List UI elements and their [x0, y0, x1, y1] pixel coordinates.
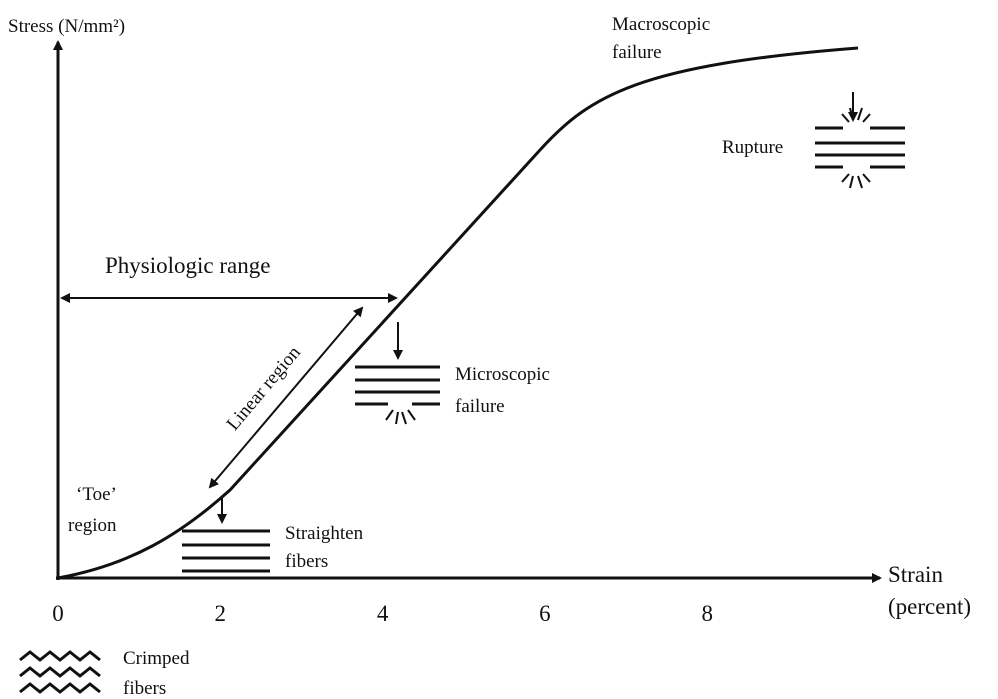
x-tick-label: 6: [539, 601, 551, 626]
x-tick-label: 0: [52, 601, 64, 626]
annotation: failure: [612, 42, 662, 63]
annotation: Macroscopic: [612, 14, 710, 35]
stress-strain-curve: [57, 46, 859, 580]
y-axis-label: Stress (N/mm²): [8, 16, 125, 37]
annotation: Rupture: [722, 137, 783, 158]
annotation: failure: [455, 396, 505, 417]
range-arrow: [208, 306, 364, 489]
x-axis-label: Strain: [888, 562, 943, 587]
annotation: Straighten: [285, 523, 364, 544]
x-tick-label: 4: [377, 601, 389, 626]
annotation: Physiologic range: [105, 253, 270, 278]
microscopic-icon: [355, 365, 440, 425]
annotation: fibers: [285, 551, 328, 572]
straight-fibers-icon: [182, 529, 270, 573]
annotation: fibers: [123, 678, 166, 699]
annotation: ‘Toe’: [76, 484, 117, 505]
annotation: region: [68, 515, 117, 536]
x-axis-label: (percent): [888, 594, 971, 619]
crimped-fibers-icon: [19, 650, 101, 694]
x-tick-label: 2: [215, 601, 227, 626]
x-tick-label: 8: [701, 601, 713, 626]
rupture-icon: [815, 107, 905, 189]
annotation: Crimped: [123, 648, 190, 669]
annotation: Microscopic: [455, 364, 550, 385]
